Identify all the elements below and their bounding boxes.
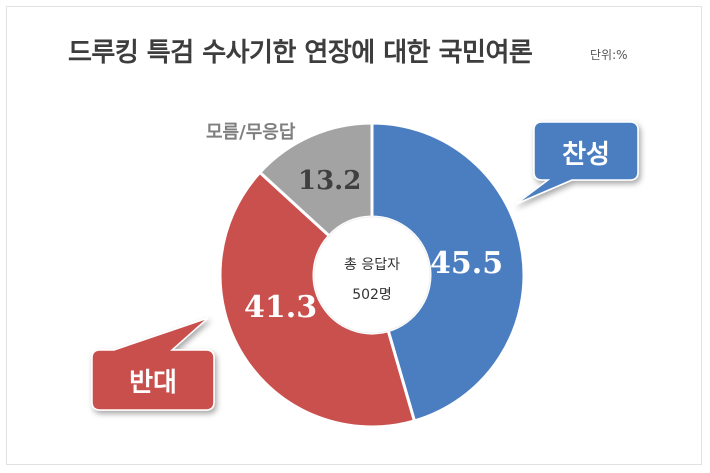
value-label-oppose: 41.3 bbox=[244, 290, 318, 325]
center-count-label: 502명 bbox=[352, 287, 392, 303]
callout-oppose bbox=[91, 317, 215, 411]
category-label-agree: 찬성 bbox=[562, 140, 610, 170]
center-total-label: 총 응답자 bbox=[344, 257, 400, 273]
chart-frame bbox=[6, 6, 702, 465]
donut-hole bbox=[313, 216, 431, 334]
unit-label: 단위:% bbox=[590, 48, 628, 62]
chart-title: 드루킹 특검 수사기한 연장에 대한 국민여론 bbox=[68, 38, 533, 68]
callout-agree bbox=[515, 121, 639, 205]
category-label-oppose: 반대 bbox=[129, 368, 177, 398]
value-label-unknown: 13.2 bbox=[298, 166, 362, 196]
value-label-agree: 45.5 bbox=[430, 246, 504, 281]
category-label-unknown: 모름/무응답 bbox=[206, 122, 296, 143]
